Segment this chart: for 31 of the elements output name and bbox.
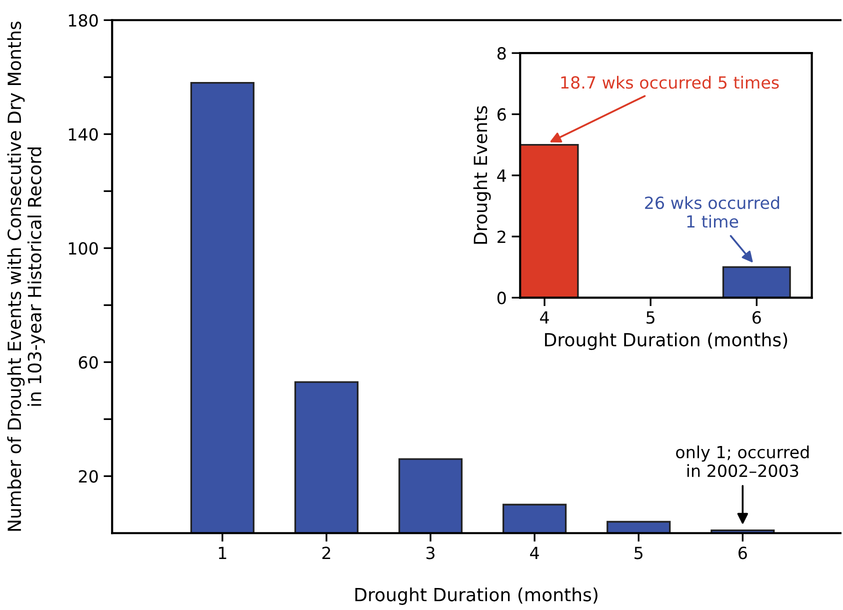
y-tick-label: 6 [497,108,506,121]
x-tick-label: 2 [322,546,330,559]
y-tick-label: 4 [497,170,506,182]
y-tick-label: 140 [68,128,98,141]
bar [398,458,463,534]
x-tick-label: 1 [218,546,226,559]
bar [294,381,359,534]
bar [606,520,671,534]
annotation: 26 wks occurred 1 time [645,196,780,228]
bar [190,82,254,534]
x-tick-label: 3 [426,546,434,560]
x-tick-label: 5 [646,311,654,324]
y-tick-label: 60 [78,356,98,369]
bar [502,504,567,534]
annotation: 18.7 wks occurred 5 times [561,76,779,89]
x-tick-label: 6 [752,311,761,324]
x-axis-title: Drought Duration (months) [545,332,788,350]
x-tick-label: 5 [634,546,642,560]
y-tick-label: 8 [497,47,506,60]
y-tick-label: 180 [68,14,98,27]
y-axis-title: Number of Drought Events with Consecutive Dry Months in 103-year Historical Record [7,22,45,531]
y-axis-title: Drought Events [473,106,491,244]
y-tick-label: 0 [497,292,506,304]
x-tick-label: 4 [540,311,549,324]
y-tick-label: 20 [78,470,98,483]
annotation: only 1; occurred in 2002–2003 [676,445,809,478]
x-tick-label: 4 [530,546,539,559]
y-tick-label: 2 [498,230,506,243]
x-tick-label: 6 [738,546,747,560]
x-axis-title: Drought Duration (months) [355,587,598,605]
y-tick-label: 100 [68,242,98,255]
